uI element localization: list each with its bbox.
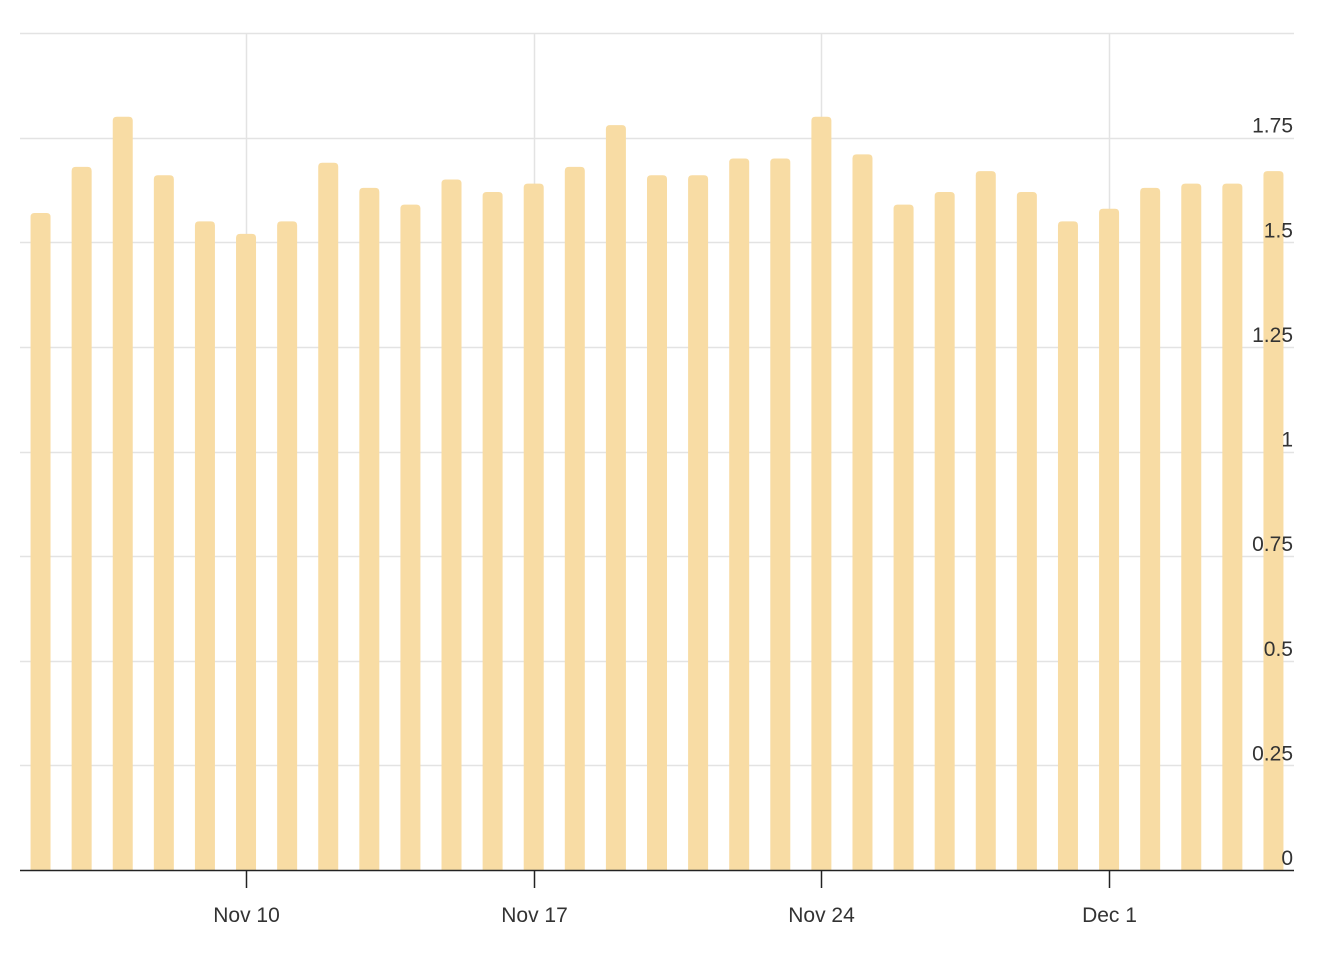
bar[interactable]: [934, 192, 955, 870]
y-tick-label: 0: [1281, 847, 1293, 870]
bar[interactable]: [975, 171, 996, 871]
bar[interactable]: [1099, 208, 1120, 870]
x-tick-label: Nov 24: [788, 904, 855, 927]
x-tick-label: Nov 10: [213, 904, 280, 927]
y-tick-label: 1.5: [1264, 219, 1293, 242]
y-tick-label: 1.25: [1252, 324, 1293, 347]
bar[interactable]: [811, 116, 832, 870]
bar[interactable]: [729, 158, 750, 871]
bar[interactable]: [1263, 171, 1284, 871]
bar[interactable]: [647, 175, 667, 871]
axes: [20, 869, 1294, 888]
y-tick-label: 1: [1281, 429, 1293, 452]
bar[interactable]: [893, 204, 914, 870]
bar[interactable]: [852, 154, 873, 871]
y-tick-label: 0.25: [1252, 742, 1293, 765]
bar[interactable]: [30, 212, 51, 870]
bar[interactable]: [564, 166, 585, 871]
x-tick-label: Nov 17: [501, 904, 568, 927]
bar[interactable]: [1057, 221, 1078, 870]
bar[interactable]: [482, 192, 503, 870]
bar[interactable]: [1016, 192, 1037, 870]
bar[interactable]: [194, 221, 215, 870]
bar[interactable]: [688, 175, 709, 871]
bar[interactable]: [318, 162, 339, 871]
y-tick-label: 1.75: [1252, 115, 1293, 138]
bar[interactable]: [523, 183, 544, 870]
bar[interactable]: [277, 221, 298, 870]
y-tick-label: 0.75: [1252, 533, 1293, 556]
tick-labels: Nov 10 Nov 17 Nov 24 Dec 1 0 0.25 0.5 0.75 1 1.25…: [213, 115, 1293, 927]
bar[interactable]: [359, 187, 380, 871]
bar[interactable]: [153, 175, 174, 871]
bar[interactable]: [1222, 183, 1243, 870]
bar[interactable]: [112, 116, 133, 870]
bar[interactable]: [1181, 183, 1202, 870]
bars: [30, 116, 1284, 871]
y-tick-label: 0.5: [1264, 638, 1293, 661]
bar[interactable]: [605, 125, 626, 870]
x-tick-label: Dec 1: [1082, 904, 1137, 927]
bar[interactable]: [71, 166, 92, 871]
bar[interactable]: [236, 233, 257, 870]
bar[interactable]: [1140, 187, 1161, 871]
bar[interactable]: [400, 204, 421, 870]
bar[interactable]: [770, 158, 791, 871]
bar[interactable]: [441, 179, 462, 871]
